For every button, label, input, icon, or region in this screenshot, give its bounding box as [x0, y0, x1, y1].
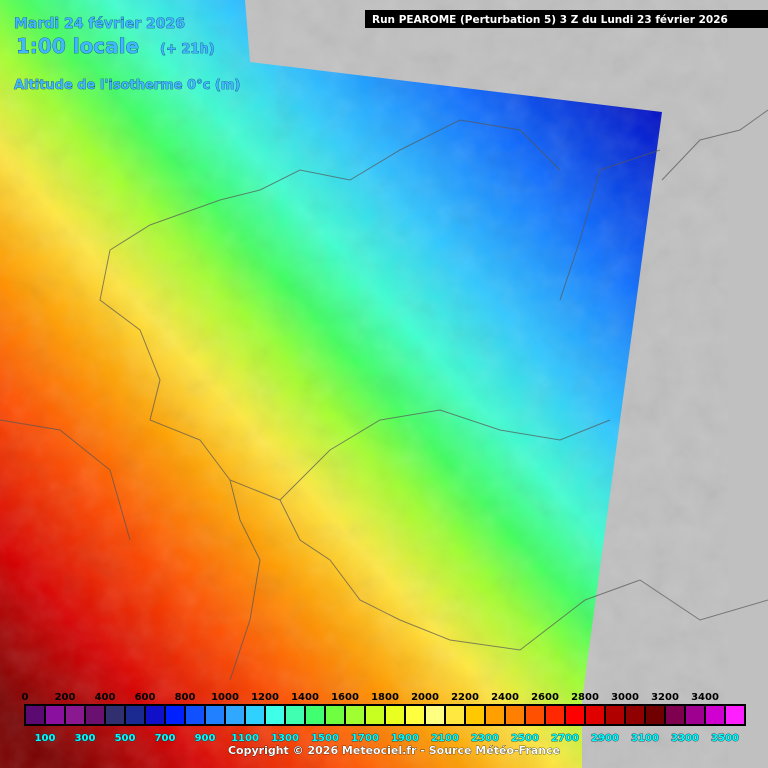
legend-label: 3200: [651, 692, 679, 703]
legend-swatch: [426, 706, 444, 724]
legend-label: 200: [55, 692, 76, 703]
legend-label: 100: [35, 733, 56, 744]
legend-swatch: [246, 706, 264, 724]
legend-swatch: [706, 706, 724, 724]
legend-swatch: [306, 706, 324, 724]
legend-swatch: [326, 706, 344, 724]
legend-swatch: [386, 706, 404, 724]
legend-swatch: [346, 706, 364, 724]
legend-label: 2600: [531, 692, 559, 703]
legend-swatch: [86, 706, 104, 724]
legend-label: 500: [115, 733, 136, 744]
legend-label: 3100: [631, 733, 659, 744]
legend-label: 600: [135, 692, 156, 703]
legend-swatch: [286, 706, 304, 724]
legend-swatch: [486, 706, 504, 724]
legend-swatch: [366, 706, 384, 724]
parameter: Altitude de l'isotherme 0°c (m): [14, 78, 240, 93]
legend-swatch: [406, 706, 424, 724]
legend-swatch: [166, 706, 184, 724]
legend-swatch: [526, 706, 544, 724]
legend-label: 3400: [691, 692, 719, 703]
legend-label: 1800: [371, 692, 399, 703]
legend-swatch: [606, 706, 624, 724]
legend-label: 1700: [351, 733, 379, 744]
legend-label: 2800: [571, 692, 599, 703]
date: Mardi 24 février 2026: [14, 16, 185, 32]
copyright: Copyright © 2026 Meteociel.fr - Source M…: [228, 744, 560, 757]
legend-label: 3300: [671, 733, 699, 744]
legend-swatch: [446, 706, 464, 724]
legend-swatch: [466, 706, 484, 724]
texture: [0, 0, 662, 768]
legend-label: 2300: [471, 733, 499, 744]
legend-label: 1000: [211, 692, 239, 703]
legend-label: 1600: [331, 692, 359, 703]
legend-label: 2200: [451, 692, 479, 703]
legend-swatch: [506, 706, 524, 724]
legend-swatch: [566, 706, 584, 724]
legend-label: 2500: [511, 733, 539, 744]
legend-swatch: [46, 706, 64, 724]
legend-swatch: [646, 706, 664, 724]
legend-label: 900: [195, 733, 216, 744]
color-legend: 0 200 400 600 800 1000 1200 1400 1600 1800 2000 220…: [22, 692, 746, 744]
legend-label: 1300: [271, 733, 299, 744]
legend-swatch: [146, 706, 164, 724]
local-time: 1:00 locale: [16, 34, 139, 58]
legend-label: 1200: [251, 692, 279, 703]
legend-label: 0: [22, 692, 29, 703]
legend-label: 300: [75, 733, 96, 744]
legend-swatch: [726, 706, 744, 724]
legend-swatch: [126, 706, 144, 724]
legend-swatch: [626, 706, 644, 724]
legend-label: 1500: [311, 733, 339, 744]
lead-time: (+ 21h): [160, 42, 215, 57]
legend-label: 3500: [711, 733, 739, 744]
legend-swatch: [666, 706, 684, 724]
legend-swatch: [186, 706, 204, 724]
legend-label: 2700: [551, 733, 579, 744]
legend-swatch: [206, 706, 224, 724]
legend-label: 700: [155, 733, 176, 744]
legend-swatch: [66, 706, 84, 724]
legend-label: 2000: [411, 692, 439, 703]
borders: [0, 109, 768, 681]
run-box: [365, 10, 768, 28]
legend-label: 1900: [391, 733, 419, 744]
run-info: Run PEAROME (Perturbation 5) 3 Z du Lund…: [372, 14, 728, 26]
legend-swatch: [26, 706, 44, 724]
legend-bar-frame: [24, 704, 746, 726]
legend-label: 1400: [291, 692, 319, 703]
legend-label: 800: [175, 692, 196, 703]
legend-label: 1100: [231, 733, 259, 744]
legend-swatch: [266, 706, 284, 724]
legend-swatch: [106, 706, 124, 724]
legend-swatch: [686, 706, 704, 724]
legend-swatch: [226, 706, 244, 724]
legend-label: 2100: [431, 733, 459, 744]
legend-label: 3000: [611, 692, 639, 703]
legend-label: 2900: [591, 733, 619, 744]
legend-label: 400: [95, 692, 116, 703]
legend-label: 2400: [491, 692, 519, 703]
legend-swatch: [586, 706, 604, 724]
legend-swatch: [546, 706, 564, 724]
